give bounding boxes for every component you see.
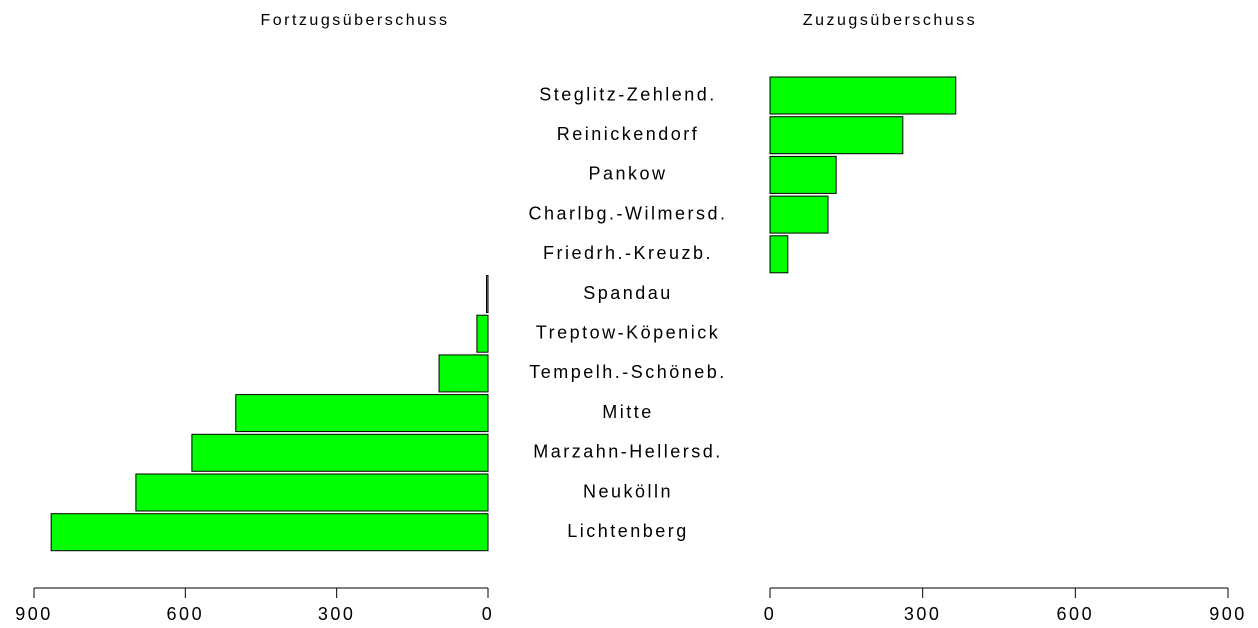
category-label: Reinickendorf bbox=[557, 124, 700, 144]
x-tick-label: 300 bbox=[318, 604, 356, 624]
right-title: Zuzugsüberschuss bbox=[803, 12, 977, 29]
bar bbox=[50, 513, 489, 552]
bar bbox=[769, 195, 829, 234]
bar bbox=[769, 116, 904, 155]
category-label: Pankow bbox=[588, 164, 667, 184]
category-label: Spandau bbox=[583, 283, 673, 303]
bar bbox=[235, 394, 489, 433]
bar bbox=[191, 433, 489, 472]
left-title: Fortzugsüberschuss bbox=[260, 12, 449, 29]
category-label: Charlbg.-Wilmersd. bbox=[528, 203, 727, 223]
bar bbox=[476, 314, 489, 353]
category-label: Lichtenberg bbox=[567, 521, 689, 541]
x-tick-label: 600 bbox=[167, 604, 205, 624]
category-label: Steglitz-Zehlend. bbox=[539, 84, 717, 104]
x-tick-label: 0 bbox=[764, 604, 777, 624]
bar bbox=[135, 473, 489, 512]
category-label: Marzahn-Hellersd. bbox=[533, 442, 723, 462]
bar bbox=[438, 354, 489, 393]
x-tick-label: 900 bbox=[1209, 604, 1247, 624]
x-tick-label: 900 bbox=[15, 604, 53, 624]
category-label: Mitte bbox=[602, 402, 654, 422]
category-label: Tempelh.-Schöneb. bbox=[529, 362, 727, 382]
category-label: Neukölln bbox=[583, 481, 673, 501]
bar bbox=[769, 235, 789, 274]
category-label: Friedrh.-Kreuzb. bbox=[543, 243, 713, 263]
x-tick-label: 300 bbox=[904, 604, 942, 624]
bar bbox=[769, 155, 837, 194]
bar bbox=[769, 76, 957, 115]
x-tick-label: 0 bbox=[482, 604, 495, 624]
x-tick-label: 600 bbox=[1057, 604, 1095, 624]
bar bbox=[485, 275, 489, 313]
category-label: Treptow-Köpenick bbox=[536, 322, 720, 342]
